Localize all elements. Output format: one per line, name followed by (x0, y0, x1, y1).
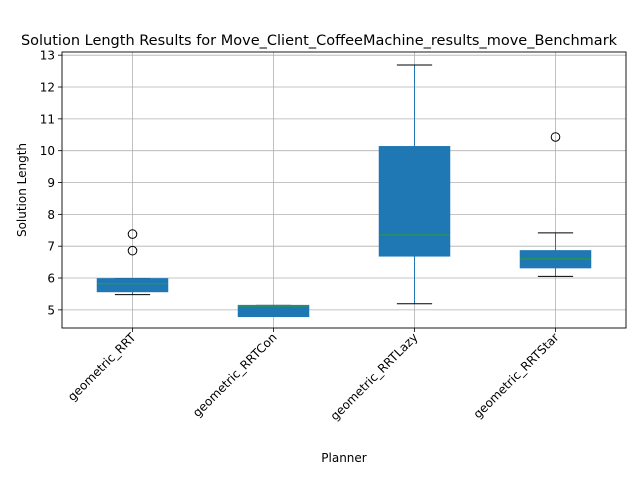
plot-frame (61, 51, 627, 329)
outlier-point (127, 229, 138, 239)
y-tick-label: 8 (47, 208, 55, 222)
y-tick-label: 6 (47, 272, 55, 286)
y-tick-label: 9 (47, 176, 55, 190)
chart-title: Solution Length Results for Move_Client_… (21, 33, 618, 49)
iqr-box (237, 304, 310, 318)
x-tick-label: geometric_RRTStar (471, 330, 562, 421)
y-tick-label: 12 (40, 81, 55, 95)
y-tick-label: 13 (40, 49, 55, 63)
iqr-box (96, 278, 169, 293)
y-tick-label: 5 (47, 303, 55, 317)
x-tick-label: geometric_RRT (65, 330, 139, 404)
y-tick-label: 10 (40, 144, 55, 158)
x-tick-label: geometric_RRTCon (190, 330, 280, 420)
axis-layer: 5 6 7 8 9 10 11 12 13 geometric_RRT geometric_RRTC… (40, 49, 562, 424)
y-tick-label: 7 (47, 240, 55, 254)
x-tick-label: geometric_RRTLazy (328, 330, 421, 423)
y-tick-label: 11 (40, 112, 55, 126)
x-axis-label: Planner (321, 451, 367, 465)
y-axis-label: Solution Length (15, 143, 29, 237)
outlier-point (550, 132, 561, 142)
outlier-point (127, 245, 138, 256)
iqr-box (378, 146, 451, 257)
box-layer (96, 64, 592, 318)
